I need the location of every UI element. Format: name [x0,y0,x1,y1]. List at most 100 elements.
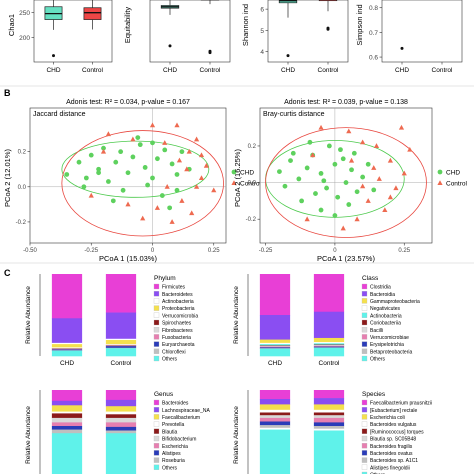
scatter-point-chd [335,194,341,200]
scatter-point-chd [351,150,357,156]
bar-segment-others [259,429,291,474]
bar-segment-faecalibacterium-prausnitzii [313,390,345,399]
bar-segment-bacteroidia [259,315,291,340]
bar-segment-fusobacteria [51,349,83,350]
scatter-point-chd [76,159,82,165]
x-tick-label: Control [200,67,222,74]
legend-swatch [361,327,368,333]
legend-swatch [153,435,160,442]
legend-label: Lachnospiraceae_NA [162,408,210,414]
y-axis-label: Relative Abundance [25,286,32,344]
scatter-point-chd [162,147,168,153]
confidence-ellipse-control [265,127,427,238]
bar-segment-actinobacteria [259,344,291,346]
y-tick-label: 0.2 [18,150,27,156]
scatter-point-chd [159,193,165,198]
scatter-point-control [318,124,324,130]
legend-swatch [361,414,368,420]
bar-segment-faecalibacterium-prausnitzii [259,390,291,400]
legend-swatch [361,443,368,449]
bar-segment--eubacterium-rectale [313,398,345,405]
scatter-point-chd [349,167,354,173]
x-tick-label: Control [318,67,340,74]
legend-swatch [361,457,368,463]
bar-segment-firmicutes [51,274,83,319]
y-tick-label: 0.8 [369,5,378,12]
scatter-point-control [100,148,107,154]
bar-segment-proteobacteria [51,344,83,348]
y-tick-label: 200 [19,35,30,42]
y-tick-label: 0.0 [248,181,257,187]
legend-label: [Eubacterium] rectale [370,408,417,414]
scatter-point-chd [96,170,101,176]
legend-label: Bacilli [370,328,383,334]
y-axis-label: PCoA 2 (12.01%) [3,149,12,207]
distance-label: Bray-curtis distance [263,111,325,118]
bar-segment-bacteroides [51,390,83,402]
legend-swatch [153,305,160,311]
x-tick-label: CHD [163,67,177,74]
scatter-point-control [154,205,160,210]
bar-segment-others [105,433,137,474]
scatter-point-control [88,192,94,198]
bar-segment-others [105,348,137,357]
bar-segment-escherichia [105,422,137,428]
legend-label: Actinobacteria [370,313,402,319]
bar-segment-lachnospiraceae-na [105,399,137,407]
legend-label: Others [162,357,178,363]
scatter-point-chd [96,166,101,172]
bar-segment-betaproteobacteria [313,347,345,349]
legend-label: Negativicutes [370,306,401,312]
scatter-point-control [194,136,200,142]
scatter-point-chd [118,149,124,155]
legend-swatch [153,355,160,362]
legend-label: Verrucomicrobia [162,313,198,319]
bar-segment-blautia [51,413,83,419]
legend-swatch [153,291,160,297]
legend-swatch [153,298,160,304]
box-outlier [400,46,404,50]
plot-frame [381,0,463,63]
legend-swatch [361,312,368,318]
bar-segment-blautia-sp-sc05b48 [259,415,291,419]
bar-segment-verrucomicrobia [51,347,83,349]
legend-swatch [361,341,368,347]
plot-frame [33,0,113,63]
scatter-point-chd [313,191,318,196]
legend-title: Class [362,275,379,282]
scatter-point-control [304,216,310,222]
legend-swatch [361,407,368,413]
scatter-point-chd [321,178,327,184]
bar-segment-erysipelotrichia [313,346,345,348]
x-axis-label: PCoA 1 (15.03%) [99,254,157,263]
box-outlier [208,49,212,53]
x-tick-label: Control [319,360,341,367]
scatter-point-chd [174,187,180,193]
legend-label: Fibrobacteres [162,328,193,334]
scatter-point-control [393,185,399,191]
legend-swatch [153,341,160,347]
bar-segment-actinobacteria [313,343,345,345]
x-tick-label: 0.25 [398,248,410,254]
scatter-point-control [186,148,192,154]
bar-segment-alistipes [105,426,137,431]
legend-marker [231,169,237,175]
plot-frame [149,0,231,63]
bar-segment-faecalibacterium [105,406,137,412]
scatter-point-control [401,170,407,176]
bar-segment-bacilli [259,345,291,347]
legend-title: Phylum [154,275,176,282]
bar-segment-chloroflexi [105,347,137,349]
phylum-stacked-bar-panel: Relative Abundance CHD Control Phylum Firmic… [25,274,198,367]
scatter-point-control [360,183,366,189]
scatter-point-chd [150,140,155,146]
scatter-point-chd [169,161,175,167]
bar-segment-escherichia-coli [313,404,345,411]
x-tick-label: -0.25 [84,248,98,254]
bar-segment-roseburia [51,429,83,434]
legend-label: CHD [446,170,460,177]
scatter-point-control [176,157,183,163]
legend-label: Control [446,181,468,188]
bar-segment-others [313,347,345,357]
